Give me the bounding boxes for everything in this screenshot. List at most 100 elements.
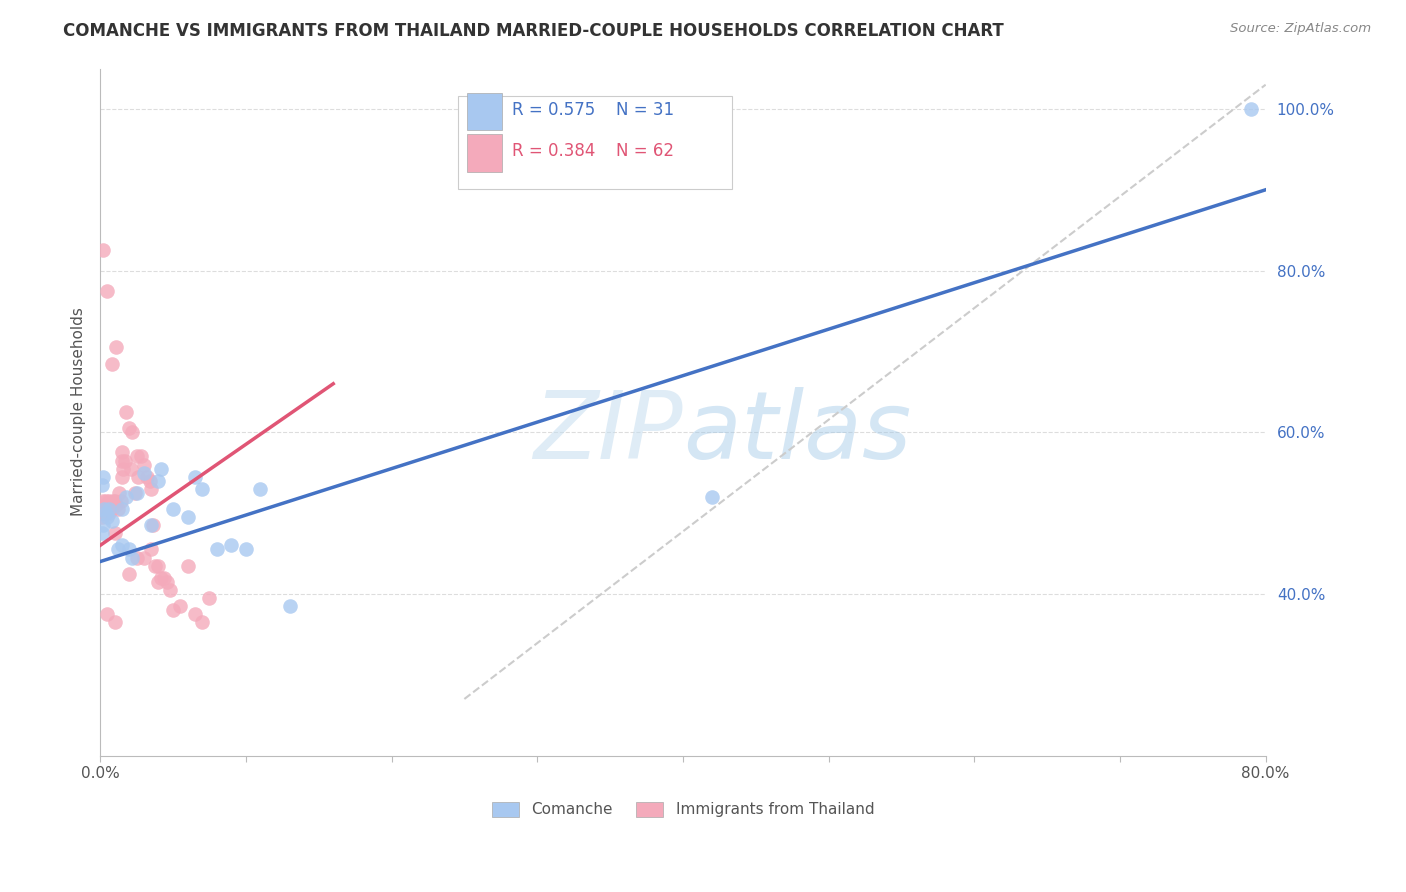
Point — [198, 591, 221, 605]
Point — [101, 514, 124, 528]
Point — [145, 558, 167, 573]
Point — [159, 582, 181, 597]
Point — [118, 566, 141, 581]
Point — [111, 469, 134, 483]
Point — [101, 502, 124, 516]
Point — [91, 506, 114, 520]
Point — [91, 469, 114, 483]
Point — [104, 494, 127, 508]
Point — [176, 510, 198, 524]
Point — [150, 461, 173, 475]
Point — [91, 494, 114, 508]
Point — [139, 482, 162, 496]
Point — [139, 518, 162, 533]
Point — [91, 518, 114, 533]
Y-axis label: Married-couple Households: Married-couple Households — [72, 308, 86, 516]
Point — [94, 506, 117, 520]
Point — [90, 526, 112, 541]
Point — [700, 490, 723, 504]
Point — [138, 474, 160, 488]
Point — [98, 498, 121, 512]
Point — [120, 461, 142, 475]
Point — [94, 494, 117, 508]
Point — [90, 510, 112, 524]
Point — [148, 474, 170, 488]
Point — [249, 482, 271, 496]
Point — [142, 518, 165, 533]
Point — [91, 244, 114, 258]
Point — [139, 542, 162, 557]
Point — [103, 494, 125, 508]
Text: R = 0.384: R = 0.384 — [512, 142, 595, 160]
Text: ZIP: ZIP — [533, 387, 683, 478]
Bar — [467, 93, 502, 130]
Point — [93, 502, 115, 516]
Point — [111, 453, 134, 467]
Point — [125, 486, 148, 500]
Point — [148, 574, 170, 589]
Point — [205, 542, 228, 557]
Point — [184, 469, 207, 483]
Point — [108, 486, 131, 500]
Point — [132, 466, 155, 480]
Point — [111, 445, 134, 459]
Point — [97, 502, 120, 516]
Point — [169, 599, 191, 613]
Point — [114, 453, 136, 467]
Point — [96, 607, 118, 621]
Point — [93, 502, 115, 516]
Point — [124, 486, 146, 500]
Point — [96, 498, 118, 512]
Text: R = 0.575: R = 0.575 — [512, 101, 595, 119]
Point — [94, 498, 117, 512]
Point — [219, 538, 242, 552]
Point — [107, 502, 129, 516]
Point — [104, 526, 127, 541]
Point — [156, 574, 179, 589]
Point — [118, 542, 141, 557]
Point — [96, 502, 118, 516]
Text: COMANCHE VS IMMIGRANTS FROM THAILAND MARRIED-COUPLE HOUSEHOLDS CORRELATION CHART: COMANCHE VS IMMIGRANTS FROM THAILAND MAR… — [63, 22, 1004, 40]
FancyBboxPatch shape — [458, 96, 733, 189]
Point — [125, 550, 148, 565]
Point — [132, 550, 155, 565]
Point — [101, 357, 124, 371]
Point — [148, 558, 170, 573]
Bar — [467, 134, 502, 171]
Point — [118, 421, 141, 435]
Point — [162, 603, 184, 617]
Text: Source: ZipAtlas.com: Source: ZipAtlas.com — [1230, 22, 1371, 36]
Point — [129, 450, 152, 464]
Point — [96, 510, 118, 524]
Point — [135, 469, 157, 483]
Point — [191, 482, 214, 496]
Point — [96, 284, 118, 298]
Point — [97, 506, 120, 520]
Point — [132, 458, 155, 472]
Text: N = 62: N = 62 — [616, 142, 675, 160]
Point — [112, 461, 135, 475]
Point — [235, 542, 257, 557]
Point — [176, 558, 198, 573]
Point — [115, 405, 138, 419]
Point — [162, 502, 184, 516]
Point — [1240, 102, 1263, 116]
Point — [105, 498, 128, 512]
Point — [125, 450, 148, 464]
Point — [104, 615, 127, 630]
Text: atlas: atlas — [683, 387, 911, 478]
Point — [278, 599, 301, 613]
Text: N = 31: N = 31 — [616, 101, 675, 119]
Point — [97, 494, 120, 508]
Point — [127, 469, 149, 483]
Point — [121, 550, 143, 565]
Point — [153, 571, 176, 585]
Point — [191, 615, 214, 630]
Point — [90, 502, 112, 516]
Point — [111, 502, 134, 516]
Point — [90, 477, 112, 491]
Point — [150, 571, 173, 585]
Point — [110, 494, 132, 508]
Legend: Comanche, Immigrants from Thailand: Comanche, Immigrants from Thailand — [485, 796, 880, 823]
Point — [184, 607, 207, 621]
